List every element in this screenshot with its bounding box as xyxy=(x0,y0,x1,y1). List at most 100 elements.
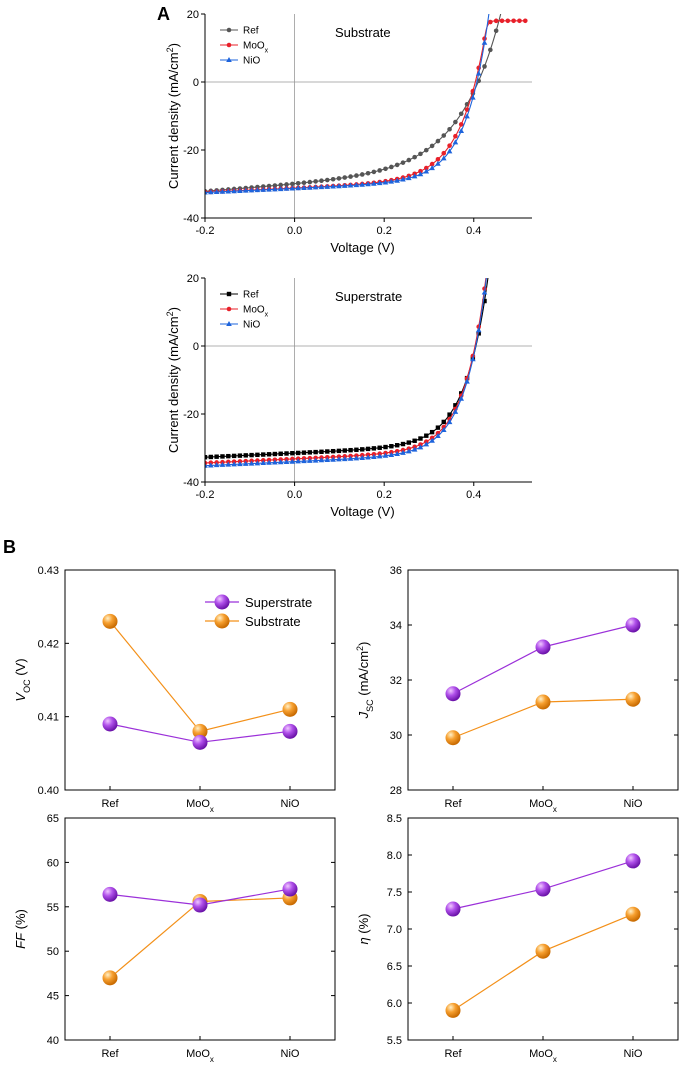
jv-point xyxy=(289,185,296,191)
jv-point xyxy=(243,453,248,458)
x-tick-label: MoOx xyxy=(529,1048,557,1064)
jv-point xyxy=(389,164,394,170)
jv-point xyxy=(237,453,243,458)
jsc-chart: 28 30 32 34 36 Ref MoOx NiO JSC​ (mA/cm2) xyxy=(355,565,679,814)
jv-point xyxy=(272,459,278,465)
jv-point xyxy=(307,457,313,463)
jv-point xyxy=(341,456,348,462)
jv-point xyxy=(319,178,324,184)
data-point xyxy=(625,906,641,922)
data-point xyxy=(282,723,298,739)
jv-point xyxy=(348,174,353,179)
jv-point xyxy=(347,455,354,461)
jv-point xyxy=(429,437,435,443)
jv-point xyxy=(376,180,383,186)
data-point xyxy=(535,694,551,710)
legend-marker xyxy=(214,594,230,610)
jv-point xyxy=(347,182,354,188)
x-tick-label: 0.0 xyxy=(287,225,302,237)
jv-point xyxy=(336,448,342,454)
panel-letter-b: B xyxy=(3,537,16,557)
jv-point xyxy=(482,298,487,304)
jv-point xyxy=(205,455,208,460)
jv-point xyxy=(458,128,465,134)
y-tick-label: 55 xyxy=(47,902,59,914)
jv-point xyxy=(342,175,348,180)
jv-point xyxy=(418,168,423,174)
jv-point xyxy=(412,438,417,443)
legend-label: NiO xyxy=(243,56,260,67)
jv-point xyxy=(313,449,318,455)
jv-point xyxy=(301,180,307,186)
jv-point xyxy=(482,64,487,69)
jv-point xyxy=(382,452,389,458)
jv-point xyxy=(458,395,465,401)
jv-point xyxy=(429,429,435,435)
jv-point xyxy=(325,449,330,454)
y-tick-label: 8.0 xyxy=(387,850,402,862)
jv-point xyxy=(411,446,418,452)
jv-point xyxy=(418,436,423,441)
jv-point xyxy=(522,18,528,24)
jv-point xyxy=(214,454,219,459)
jv-point xyxy=(266,186,272,192)
jv-point xyxy=(330,456,336,462)
data-point xyxy=(102,716,118,732)
data-point xyxy=(625,691,641,707)
eta-chart: 5.5 6.0 6.5 7.0 7.5 8.0 8.5 Ref MoOx NiO η (%) xyxy=(356,813,679,1064)
jv-point xyxy=(266,183,272,189)
legend-marker xyxy=(226,42,232,48)
jv-point xyxy=(237,461,243,467)
jv-point xyxy=(336,456,342,462)
x-tick-label: 0.0 xyxy=(287,489,302,501)
data-point xyxy=(282,701,298,717)
jv-point xyxy=(394,450,400,456)
y-tick-label: 0.40 xyxy=(38,785,59,797)
jv-point xyxy=(365,446,371,452)
jv-point xyxy=(272,451,278,457)
series-substrate xyxy=(445,691,641,746)
jv-point xyxy=(208,454,214,460)
jv-point xyxy=(353,182,360,188)
jv-point xyxy=(277,186,284,192)
jv-point xyxy=(481,289,488,295)
legend-label: MoOx xyxy=(243,41,269,55)
jv-point xyxy=(301,184,307,190)
data-point xyxy=(192,734,208,750)
y-tick-label: 28 xyxy=(390,785,402,797)
legend-marker xyxy=(226,321,232,326)
jv-point xyxy=(324,183,331,189)
jv-point xyxy=(435,156,441,162)
jv-point xyxy=(412,154,417,160)
jv-point xyxy=(301,458,307,464)
x-tick-label: Ref xyxy=(101,798,119,810)
y-tick-label: 7.0 xyxy=(387,924,402,936)
jv-point xyxy=(400,160,406,165)
jv-point xyxy=(429,143,435,149)
jv-point xyxy=(359,172,365,177)
x-tick-label: NiO xyxy=(281,1048,300,1060)
jv-point xyxy=(213,462,220,468)
jv-point xyxy=(493,18,499,24)
jv-point xyxy=(255,452,260,458)
data-point xyxy=(282,881,298,897)
jv-point xyxy=(411,173,418,179)
x-tick-label: 0.4 xyxy=(466,489,481,501)
jv-point xyxy=(208,462,214,468)
jv-point xyxy=(377,168,382,173)
jv-point xyxy=(453,403,458,408)
y-tick-label: 0 xyxy=(193,341,199,353)
jv-point xyxy=(249,452,254,458)
jv-point xyxy=(284,182,289,187)
jv-point xyxy=(394,443,400,448)
jv-point xyxy=(231,188,237,194)
jv-point xyxy=(394,162,400,168)
jv-point xyxy=(440,426,447,432)
jv-point xyxy=(388,178,395,184)
jv-inner-title: Superstrate xyxy=(335,289,402,304)
jv-point xyxy=(336,183,342,189)
jv-point xyxy=(488,19,493,25)
jv-point xyxy=(511,18,516,24)
y-tick-label: 0.43 xyxy=(38,565,59,577)
jv-point xyxy=(435,138,441,144)
